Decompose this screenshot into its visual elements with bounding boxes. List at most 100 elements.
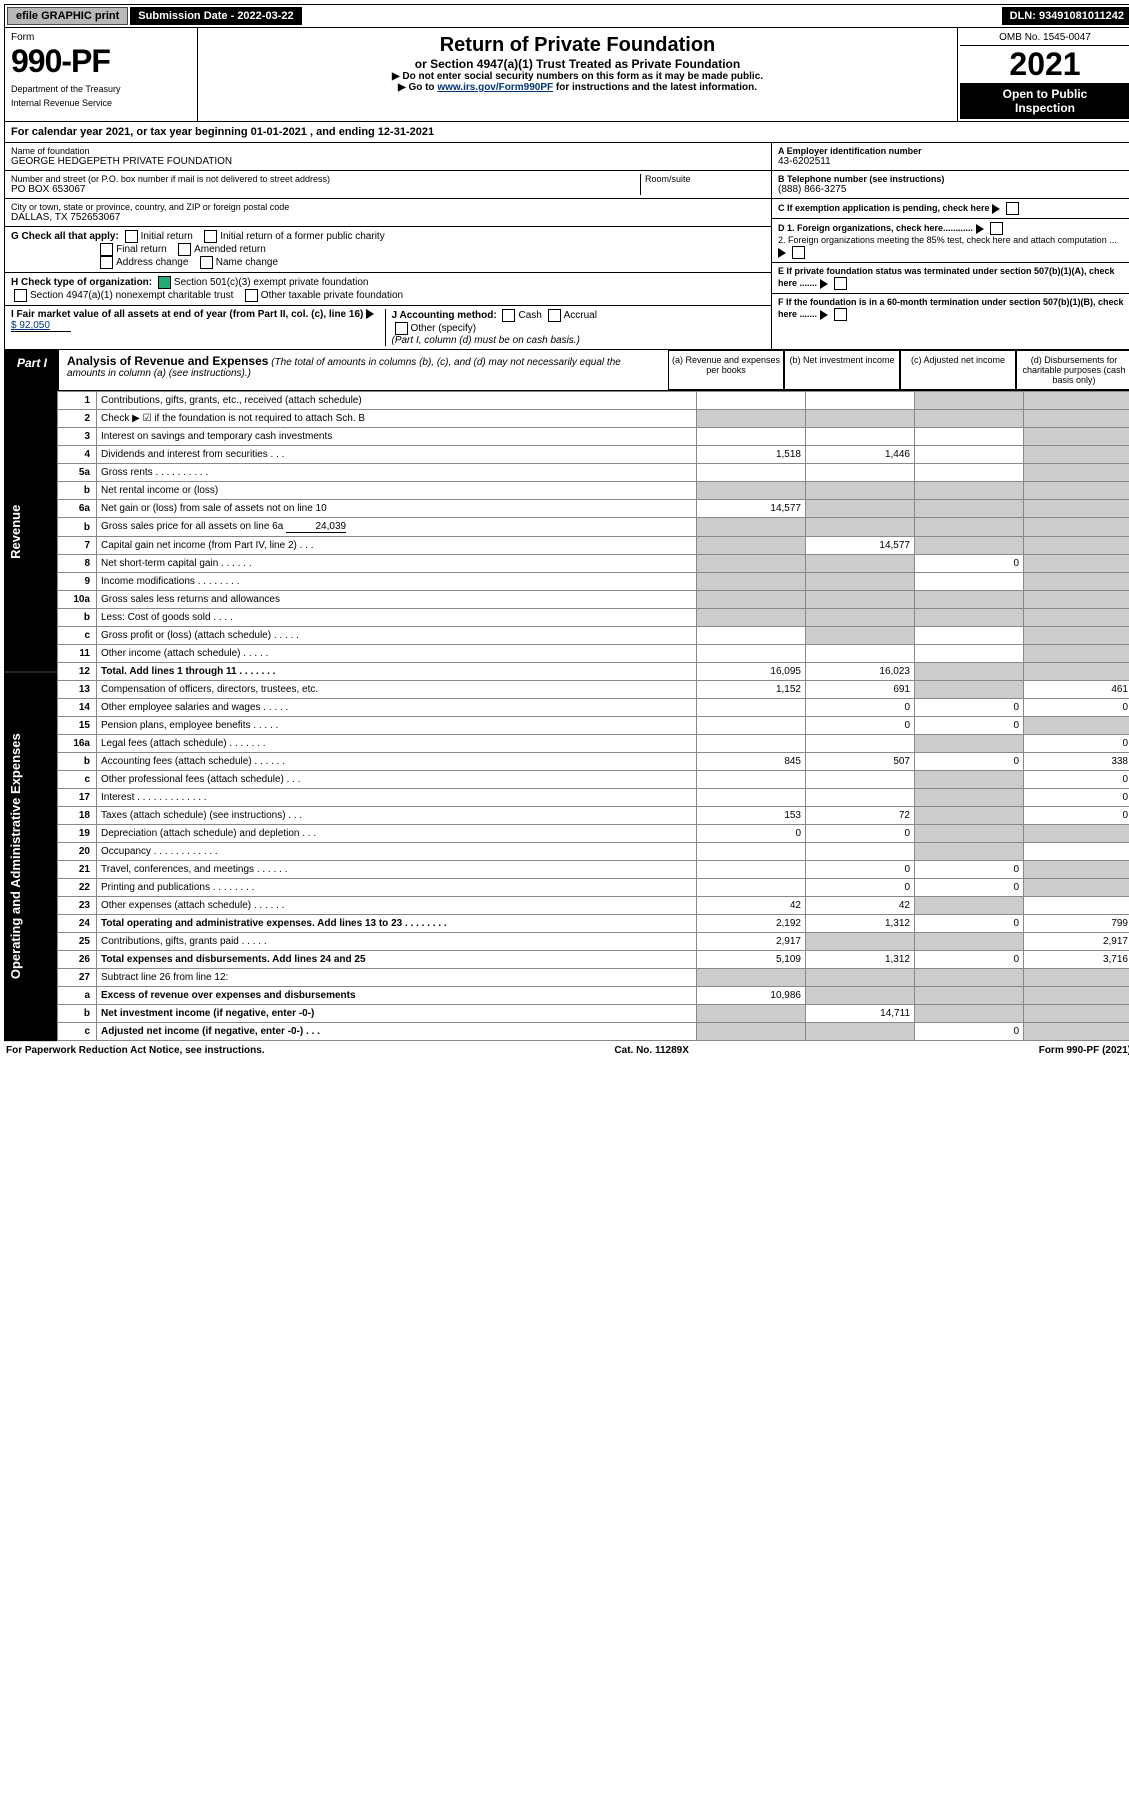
line-desc: Pension plans, employee benefits . . . .…: [97, 717, 697, 735]
col-b-val: [806, 969, 915, 987]
line-number: 13: [58, 681, 97, 699]
col-a-val: [697, 1005, 806, 1023]
col-b-val: [806, 573, 915, 591]
line-desc: Printing and publications . . . . . . . …: [97, 879, 697, 897]
initial-former-check[interactable]: [204, 230, 217, 243]
col-c-val: [915, 807, 1024, 825]
line-number: 6a: [58, 500, 97, 518]
phone-label: B Telephone number (see instructions): [778, 174, 1126, 184]
efile-button[interactable]: efile GRAPHIC print: [7, 7, 128, 25]
col-b-val: 0: [806, 717, 915, 735]
col-c-val: [915, 897, 1024, 915]
col-a-val: [697, 464, 806, 482]
line-desc: Net gain or (loss) from sale of assets n…: [97, 500, 697, 518]
col-c-val: [915, 933, 1024, 951]
table-row: 17Interest . . . . . . . . . . . . .0: [58, 789, 1129, 807]
line-desc: Legal fees (attach schedule) . . . . . .…: [97, 735, 697, 753]
col-b-val: 1,446: [806, 446, 915, 464]
line-desc: Net short-term capital gain . . . . . .: [97, 555, 697, 573]
line-number: 1: [58, 392, 97, 410]
line-desc: Occupancy . . . . . . . . . . . .: [97, 843, 697, 861]
table-row: 27Subtract line 26 from line 12:: [58, 969, 1129, 987]
line-desc: Interest . . . . . . . . . . . . .: [97, 789, 697, 807]
status-terminated-check[interactable]: [834, 277, 847, 290]
col-a-val: 2,917: [697, 933, 806, 951]
form-footer: Form 990-PF (2021): [1039, 1045, 1129, 1056]
triangle-icon: [992, 204, 1000, 214]
foreign-org-check[interactable]: [990, 222, 1003, 235]
col-d-val: 0: [1024, 699, 1129, 717]
col-b-val: [806, 392, 915, 410]
501c3-check[interactable]: [158, 276, 171, 289]
amended-check[interactable]: [178, 243, 191, 256]
col-c-val: [915, 987, 1024, 1005]
cash-check[interactable]: [502, 309, 515, 322]
initial-return-check[interactable]: [125, 230, 138, 243]
col-d-val: [1024, 717, 1129, 735]
opt-501c3: Section 501(c)(3) exempt private foundat…: [174, 277, 369, 288]
col-b-val: 507: [806, 753, 915, 771]
col-c-val: 0: [915, 699, 1024, 717]
line-desc: Depreciation (attach schedule) and deple…: [97, 825, 697, 843]
opt-4947: Section 4947(a)(1) nonexempt charitable …: [30, 290, 233, 301]
col-d-val: [1024, 843, 1129, 861]
col-a-val: [697, 573, 806, 591]
opt-other-method: Other (specify): [411, 323, 477, 334]
table-row: cGross profit or (loss) (attach schedule…: [58, 627, 1129, 645]
analysis-table: Revenue Operating and Administrative Exp…: [4, 391, 1129, 1041]
col-d-val: [1024, 897, 1129, 915]
table-row: 3Interest on savings and temporary cash …: [58, 428, 1129, 446]
part1-label: Part I: [5, 350, 59, 390]
accrual-check[interactable]: [548, 309, 561, 322]
part1-header: Part I Analysis of Revenue and Expenses …: [4, 350, 1129, 391]
line-desc: Excess of revenue over expenses and disb…: [97, 987, 697, 1005]
line-desc: Total. Add lines 1 through 11 . . . . . …: [97, 663, 697, 681]
col-b-val: 1,312: [806, 915, 915, 933]
form-link[interactable]: www.irs.gov/Form990PF: [437, 82, 553, 93]
table-row: 20Occupancy . . . . . . . . . . . .: [58, 843, 1129, 861]
table-row: bGross sales price for all assets on lin…: [58, 518, 1129, 537]
60month-check[interactable]: [834, 308, 847, 321]
exemption-pending-check[interactable]: [1006, 202, 1019, 215]
table-row: 14Other employee salaries and wages . . …: [58, 699, 1129, 717]
pra-notice: For Paperwork Reduction Act Notice, see …: [6, 1045, 265, 1056]
col-c-val: [915, 969, 1024, 987]
col-b-val: 691: [806, 681, 915, 699]
line-desc: Income modifications . . . . . . . .: [97, 573, 697, 591]
table-row: 13Compensation of officers, directors, t…: [58, 681, 1129, 699]
col-d-val: [1024, 1005, 1129, 1023]
h-label: H Check type of organization:: [11, 277, 152, 288]
col-c-val: [915, 392, 1024, 410]
address-change-check[interactable]: [100, 256, 113, 269]
col-c-val: 0: [915, 555, 1024, 573]
foreign-85-check[interactable]: [792, 246, 805, 259]
revenue-side-label: Revenue: [4, 391, 57, 672]
name-change-check[interactable]: [200, 256, 213, 269]
line-desc: Gross rents . . . . . . . . . .: [97, 464, 697, 482]
final-return-check[interactable]: [100, 243, 113, 256]
col-c-val: [915, 789, 1024, 807]
table-row: bAccounting fees (attach schedule) . . .…: [58, 753, 1129, 771]
line-number: b: [58, 518, 97, 537]
col-d-val: [1024, 392, 1129, 410]
other-method-check[interactable]: [395, 322, 408, 335]
dept-irs: Internal Revenue Service: [11, 98, 191, 108]
col-d-val: [1024, 500, 1129, 518]
line-number: b: [58, 753, 97, 771]
f-label: F If the foundation is in a 60-month ter…: [778, 297, 1124, 319]
line-desc: Total expenses and disbursements. Add li…: [97, 951, 697, 969]
table-row: bNet rental income or (loss): [58, 482, 1129, 500]
line-number: 11: [58, 645, 97, 663]
other-taxable-check[interactable]: [245, 289, 258, 302]
col-b-val: 0: [806, 699, 915, 717]
table-row: 8Net short-term capital gain . . . . . .…: [58, 555, 1129, 573]
address: PO BOX 653067: [11, 184, 640, 195]
part1-title: Analysis of Revenue and Expenses: [67, 354, 268, 368]
4947-check[interactable]: [14, 289, 27, 302]
col-d-val: [1024, 410, 1129, 428]
col-b-val: [806, 518, 915, 537]
table-row: 11Other income (attach schedule) . . . .…: [58, 645, 1129, 663]
col-d-val: [1024, 1023, 1129, 1041]
line-desc: Other income (attach schedule) . . . . .: [97, 645, 697, 663]
col-a-val: [697, 645, 806, 663]
